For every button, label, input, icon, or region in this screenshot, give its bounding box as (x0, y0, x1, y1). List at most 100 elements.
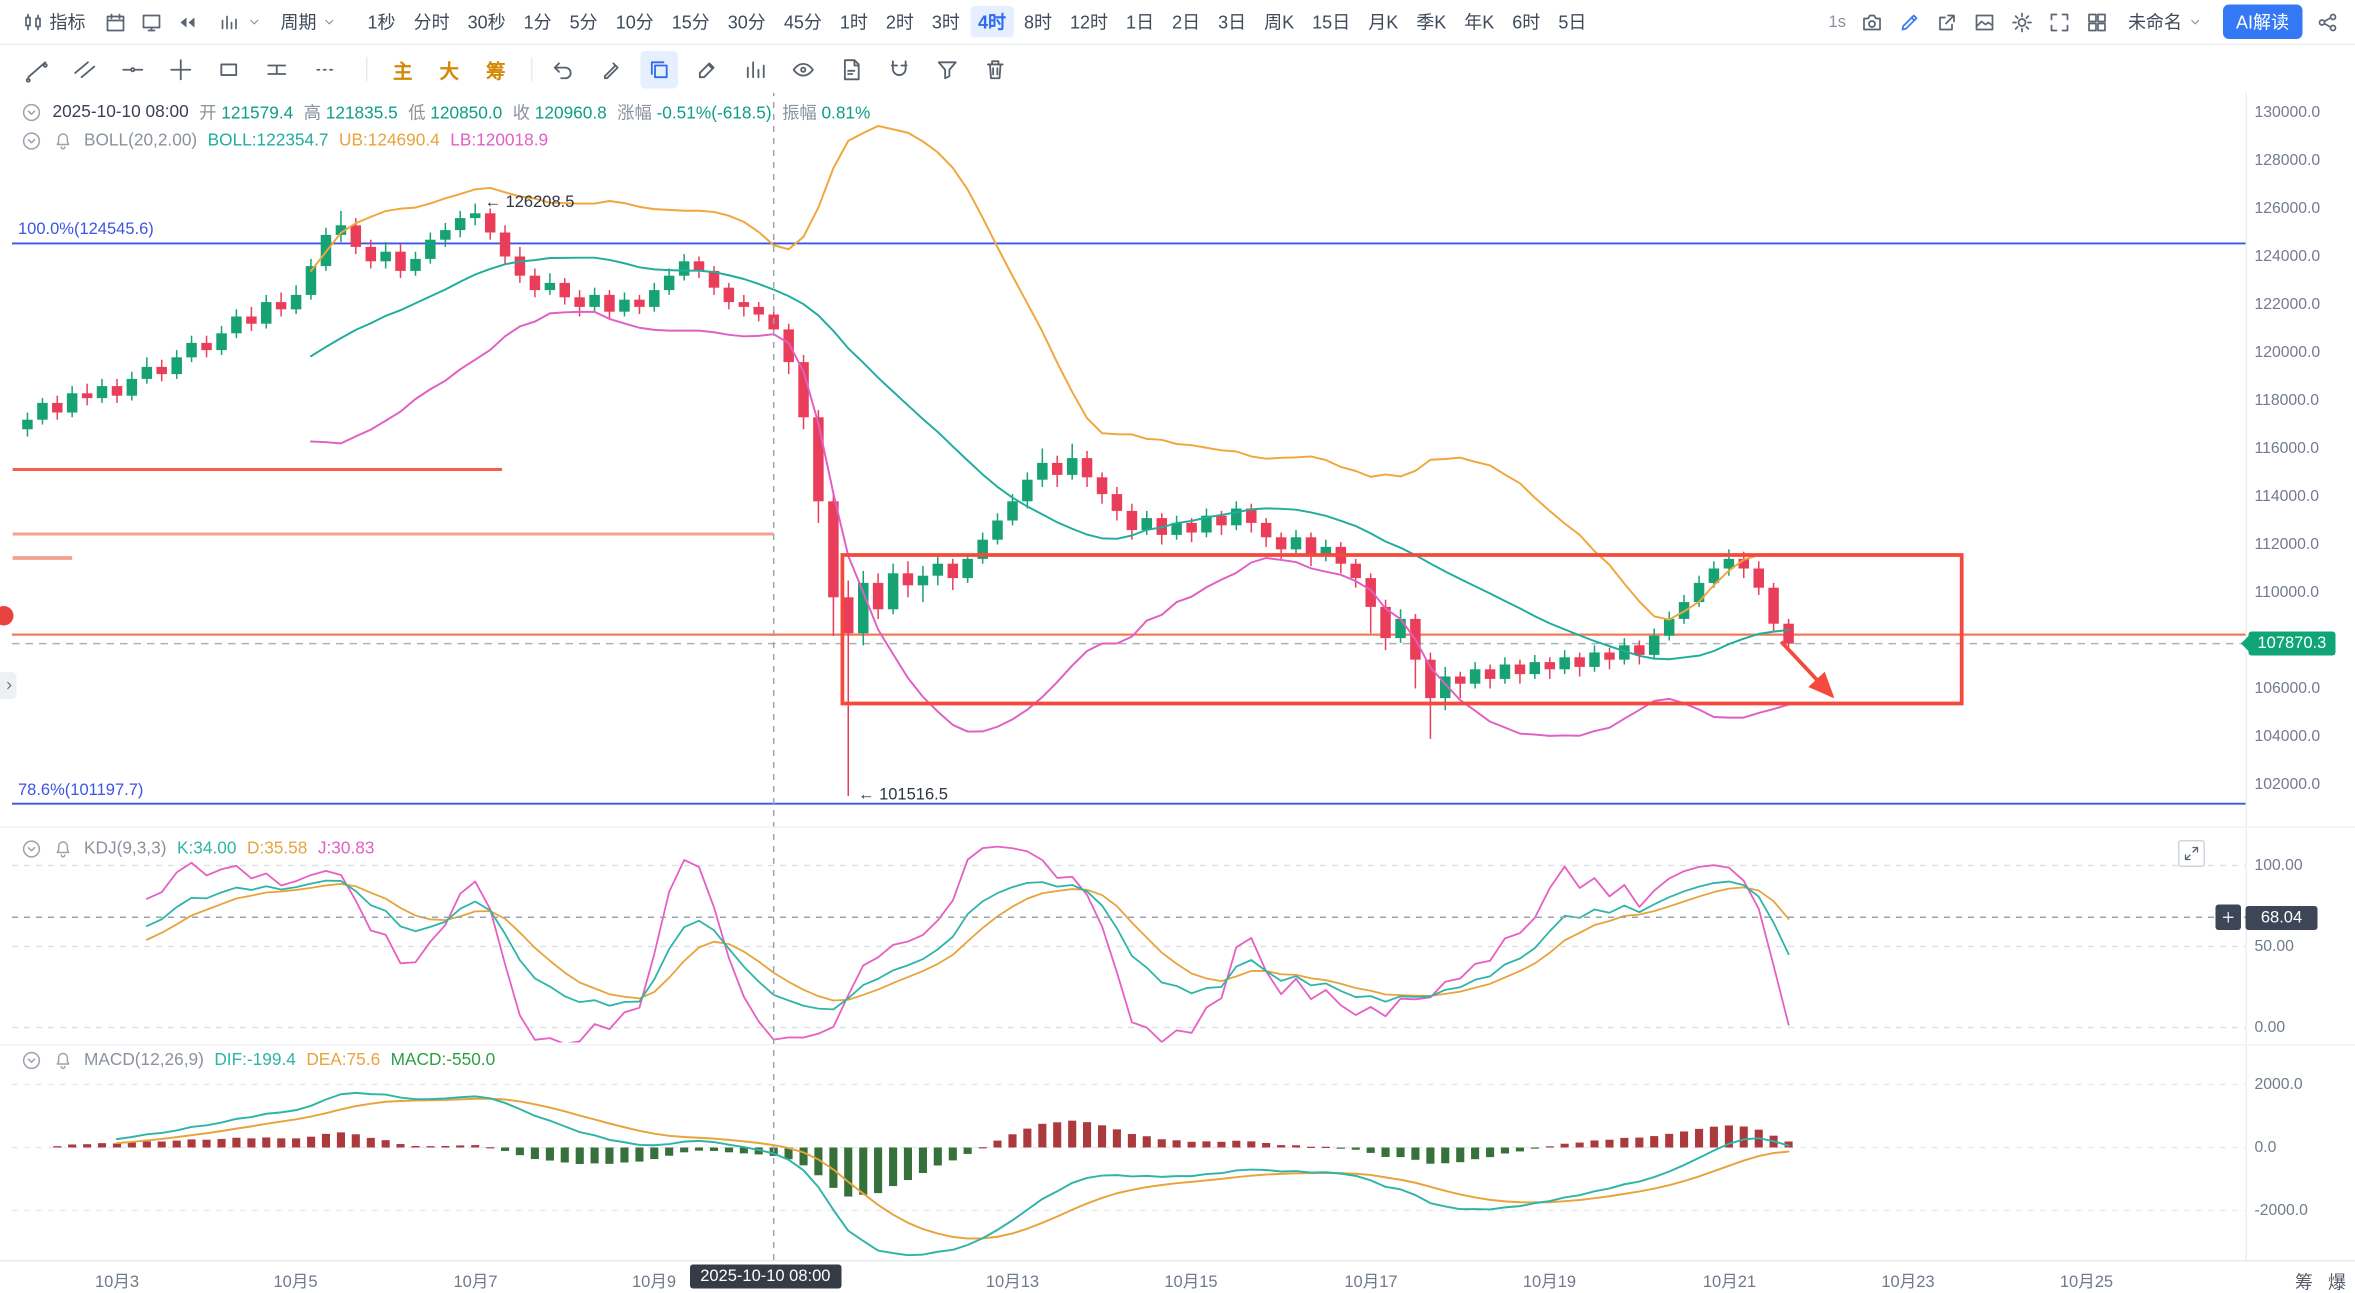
chevron-circle-icon[interactable] (21, 1050, 42, 1071)
parallel-lines-icon[interactable] (66, 50, 104, 88)
ohlc-field: 低 120850.0 (408, 105, 503, 123)
timeframe-2日[interactable]: 2日 (1165, 6, 1208, 38)
indicator-button[interactable]: 指标 (15, 6, 92, 38)
alert-bell-icon[interactable] (53, 131, 74, 152)
timeframe-3日[interactable]: 3日 (1211, 6, 1254, 38)
pane-expand-button[interactable] (2178, 840, 2205, 867)
monitor-icon[interactable] (140, 10, 164, 34)
timeframe-8时[interactable]: 8时 (1016, 6, 1059, 38)
legend-datetime: 2025-10-10 08:00 (52, 103, 189, 122)
alert-bell-icon[interactable] (53, 1050, 74, 1071)
expand-corner-icon (2183, 845, 2201, 863)
filter-icon[interactable] (929, 50, 967, 88)
cross-line-icon[interactable] (162, 50, 200, 88)
macd-name: MACD(12,26,9) (84, 1051, 204, 1070)
trend-line-icon[interactable] (18, 50, 56, 88)
mode-button-主[interactable]: 主 (393, 55, 413, 84)
chart-style-dropdown[interactable] (212, 7, 269, 37)
corner-toggle-爆[interactable]: 爆 (2327, 1272, 2346, 1293)
time-axis[interactable]: 10月3 10月5 10月7 10月9 10月13 10月15 10月17 10月19 10月2… (0, 1260, 2355, 1293)
calendar-icon[interactable] (104, 10, 128, 34)
panel-toggle[interactable] (0, 672, 17, 699)
boll-name: BOLL(20,2.00) (84, 132, 198, 150)
chevron-circle-icon[interactable] (21, 131, 42, 152)
timeframe-季K[interactable]: 季K (1409, 6, 1454, 38)
timeframe-5分[interactable]: 5分 (562, 6, 605, 38)
timeframe-5日[interactable]: 5日 (1551, 6, 1594, 38)
macd-dea-value: DEA:75.6 (306, 1051, 381, 1070)
timeframe-1秒[interactable]: 1秒 (360, 6, 403, 38)
bar-chart-icon[interactable] (737, 50, 775, 88)
mode-button-大[interactable]: 大 (440, 55, 460, 84)
timeframe-15分[interactable]: 15分 (664, 6, 717, 38)
timeframe-45分[interactable]: 45分 (776, 6, 829, 38)
chevron-circle-icon[interactable] (21, 839, 42, 860)
timeframe-15日[interactable]: 15日 (1305, 6, 1358, 38)
kdj-d-value: D:35.58 (246, 840, 308, 858)
timeframe-12时[interactable]: 12时 (1063, 6, 1116, 38)
time-axis-label: 10月25 (2059, 1273, 2114, 1292)
camera-icon[interactable] (1859, 10, 1883, 34)
gear-icon[interactable] (2009, 10, 2033, 34)
pane-divider-kdj[interactable] (0, 826, 2355, 828)
timeframe-2时[interactable]: 2时 (878, 6, 921, 38)
chevron-circle-icon[interactable] (21, 102, 42, 123)
kdj-j-value: J:30.83 (317, 840, 375, 858)
timeframe-30秒[interactable]: 30秒 (460, 6, 513, 38)
undo-icon[interactable] (545, 50, 583, 88)
more-icon[interactable] (306, 50, 344, 88)
timeframe-10分[interactable]: 10分 (608, 6, 661, 38)
horizontal-line-icon[interactable] (114, 50, 152, 88)
timeframe-6时[interactable]: 6时 (1505, 6, 1548, 38)
timeframe-月K[interactable]: 月K (1361, 6, 1406, 38)
timeframe-1时[interactable]: 1时 (832, 6, 875, 38)
pencil-icon[interactable] (1897, 10, 1921, 34)
grid-icon[interactable] (2084, 10, 2108, 34)
alert-bell-icon[interactable] (53, 839, 74, 860)
rewind-icon[interactable] (176, 10, 200, 34)
timeframe-30分[interactable]: 30分 (720, 6, 773, 38)
macd-dif-value: DIF:-199.4 (214, 1051, 296, 1070)
timeframe-3时[interactable]: 3时 (924, 6, 967, 38)
note-icon[interactable] (833, 50, 871, 88)
add-order-button[interactable] (2215, 904, 2241, 930)
edit-icon[interactable] (689, 50, 727, 88)
timeframe-周K[interactable]: 周K (1257, 6, 1302, 38)
ohlc-field: 振幅 0.81% (782, 105, 871, 123)
mode-button-筹[interactable]: 筹 (486, 55, 506, 84)
alert-dot[interactable] (0, 606, 14, 626)
ai-explain-button[interactable]: AI解读 (2222, 4, 2303, 39)
ruler-icon[interactable] (258, 50, 296, 88)
rectangle-icon[interactable] (210, 50, 248, 88)
layers-icon[interactable] (640, 50, 679, 88)
boll-legend: BOLL(20,2.00) BOLL:122354.7 UB:124690.4 … (21, 131, 548, 152)
popout-icon[interactable] (1934, 10, 1958, 34)
pane-divider-macd[interactable] (0, 1044, 2355, 1046)
layout-dropdown[interactable]: 未命名 (2122, 6, 2209, 38)
expand-icon[interactable] (2047, 10, 2071, 34)
price-axis-label: 120000.0 (2254, 343, 2321, 362)
marker-icon[interactable] (593, 50, 631, 88)
timeframe-年K[interactable]: 年K (1457, 6, 1502, 38)
price-axis-label: 114000.0 (2254, 487, 2320, 506)
chevron-down-icon (2186, 14, 2203, 31)
price-annotation: ← 126208.5 (484, 193, 575, 212)
price-axis-border (2245, 90, 2247, 1293)
timeframe-1日[interactable]: 1日 (1119, 6, 1162, 38)
timeframe-1分[interactable]: 1分 (516, 6, 559, 38)
timeframe-分时[interactable]: 分时 (406, 6, 457, 38)
macd-axis-label: 0.0 (2254, 1138, 2277, 1157)
magnet-icon[interactable] (881, 50, 919, 88)
trash-icon[interactable] (977, 50, 1015, 88)
period-dropdown[interactable]: 周期 (275, 6, 344, 38)
timeframe-4时[interactable]: 4时 (970, 6, 1014, 38)
chevron-right-icon (1, 678, 16, 693)
eye-icon[interactable] (785, 50, 823, 88)
share-icon[interactable] (2316, 10, 2340, 34)
kdj-axis-label: 0.00 (2254, 1018, 2286, 1037)
toolbar-divider (366, 57, 368, 81)
corner-toggle-筹[interactable]: 筹 (2294, 1272, 2313, 1293)
fib-level-label: 100.0%(124545.6) (18, 220, 154, 239)
image-icon[interactable] (1972, 10, 1996, 34)
